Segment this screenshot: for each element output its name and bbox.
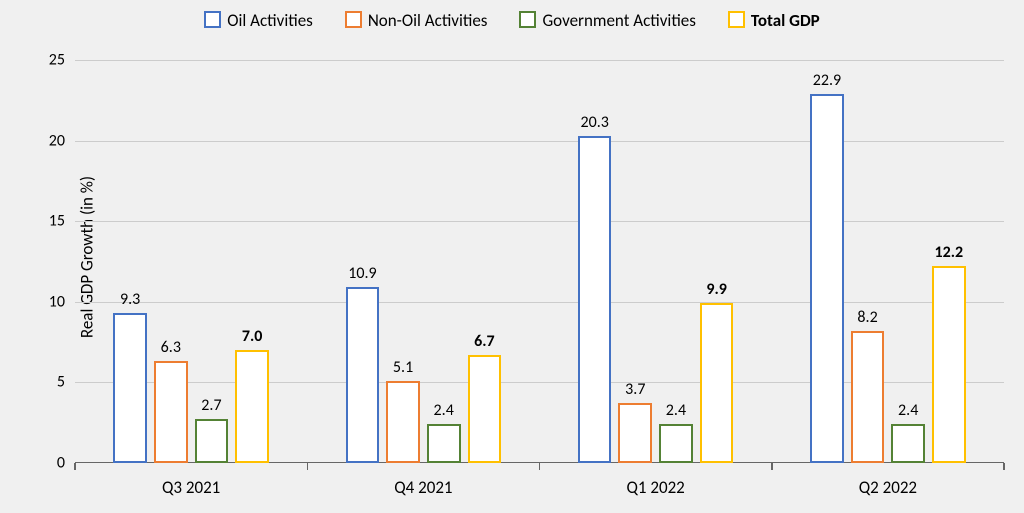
y-tick-label: 25 xyxy=(49,51,65,70)
legend-item: Non-Oil Activities xyxy=(345,10,488,31)
gridline xyxy=(75,141,1004,142)
bar-value-label: 22.9 xyxy=(813,71,841,90)
bar-value-label: 8.2 xyxy=(857,308,877,327)
bar-value-label: 2.4 xyxy=(666,401,686,420)
bar-value-label: 20.3 xyxy=(580,113,608,132)
gridline xyxy=(75,60,1004,61)
x-tick-mark xyxy=(771,463,773,470)
bar-value-label: 5.1 xyxy=(393,358,413,377)
bar xyxy=(113,313,147,463)
legend-item: Total GDP xyxy=(728,10,820,31)
x-tick-mark xyxy=(307,463,309,470)
plot-area: 0510152025Q3 20219.36.32.77.0Q4 202110.9… xyxy=(75,60,1004,463)
bar-value-label: 6.7 xyxy=(474,332,495,351)
bar xyxy=(346,287,380,463)
bar xyxy=(386,381,420,463)
bar-value-label: 9.9 xyxy=(706,280,727,299)
bar-value-label: 9.3 xyxy=(120,290,140,309)
y-tick-label: 5 xyxy=(57,373,65,392)
y-tick-label: 20 xyxy=(49,131,65,150)
bar-value-label: 2.4 xyxy=(898,401,918,420)
bar xyxy=(195,419,229,463)
bar xyxy=(810,94,844,463)
legend-swatch xyxy=(204,11,221,28)
x-category-label: Q2 2022 xyxy=(859,477,917,498)
bar xyxy=(578,136,612,463)
bar xyxy=(659,424,693,463)
y-tick-label: 10 xyxy=(49,292,65,311)
legend-label: Government Activities xyxy=(542,10,695,31)
x-tick-mark xyxy=(1003,463,1005,470)
legend-swatch xyxy=(728,11,745,28)
legend-label: Non-Oil Activities xyxy=(368,10,488,31)
bar-value-label: 6.3 xyxy=(161,338,181,357)
bar xyxy=(235,350,269,463)
x-category-label: Q3 2021 xyxy=(162,477,220,498)
bar-value-label: 12.2 xyxy=(935,243,964,262)
legend-swatch xyxy=(345,11,362,28)
x-tick-mark xyxy=(539,463,541,470)
bar xyxy=(851,331,885,463)
bar-value-label: 10.9 xyxy=(348,264,376,283)
legend-label: Oil Activities xyxy=(227,10,313,31)
bar-value-label: 2.4 xyxy=(434,401,454,420)
bar xyxy=(468,355,502,463)
bar xyxy=(700,303,734,463)
legend-swatch xyxy=(519,11,536,28)
y-tick-label: 15 xyxy=(49,212,65,231)
bar-value-label: 3.7 xyxy=(625,380,645,399)
x-category-label: Q4 2021 xyxy=(394,477,452,498)
bar xyxy=(618,403,652,463)
legend-label: Total GDP xyxy=(751,10,820,31)
gdp-growth-chart: Oil Activities Non-Oil Activities Governme… xyxy=(0,0,1024,513)
gridline xyxy=(75,302,1004,303)
bar-value-label: 7.0 xyxy=(242,327,263,346)
bar-value-label: 2.7 xyxy=(201,396,221,415)
bar xyxy=(891,424,925,463)
gridline xyxy=(75,221,1004,222)
bar xyxy=(932,266,966,463)
x-category-label: Q1 2022 xyxy=(626,477,684,498)
x-tick-mark xyxy=(74,463,76,470)
bar xyxy=(154,361,188,463)
bar xyxy=(427,424,461,463)
y-tick-label: 0 xyxy=(57,454,65,473)
legend-item: Government Activities xyxy=(519,10,695,31)
legend-item: Oil Activities xyxy=(204,10,313,31)
legend: Oil Activities Non-Oil Activities Governme… xyxy=(0,10,1024,31)
